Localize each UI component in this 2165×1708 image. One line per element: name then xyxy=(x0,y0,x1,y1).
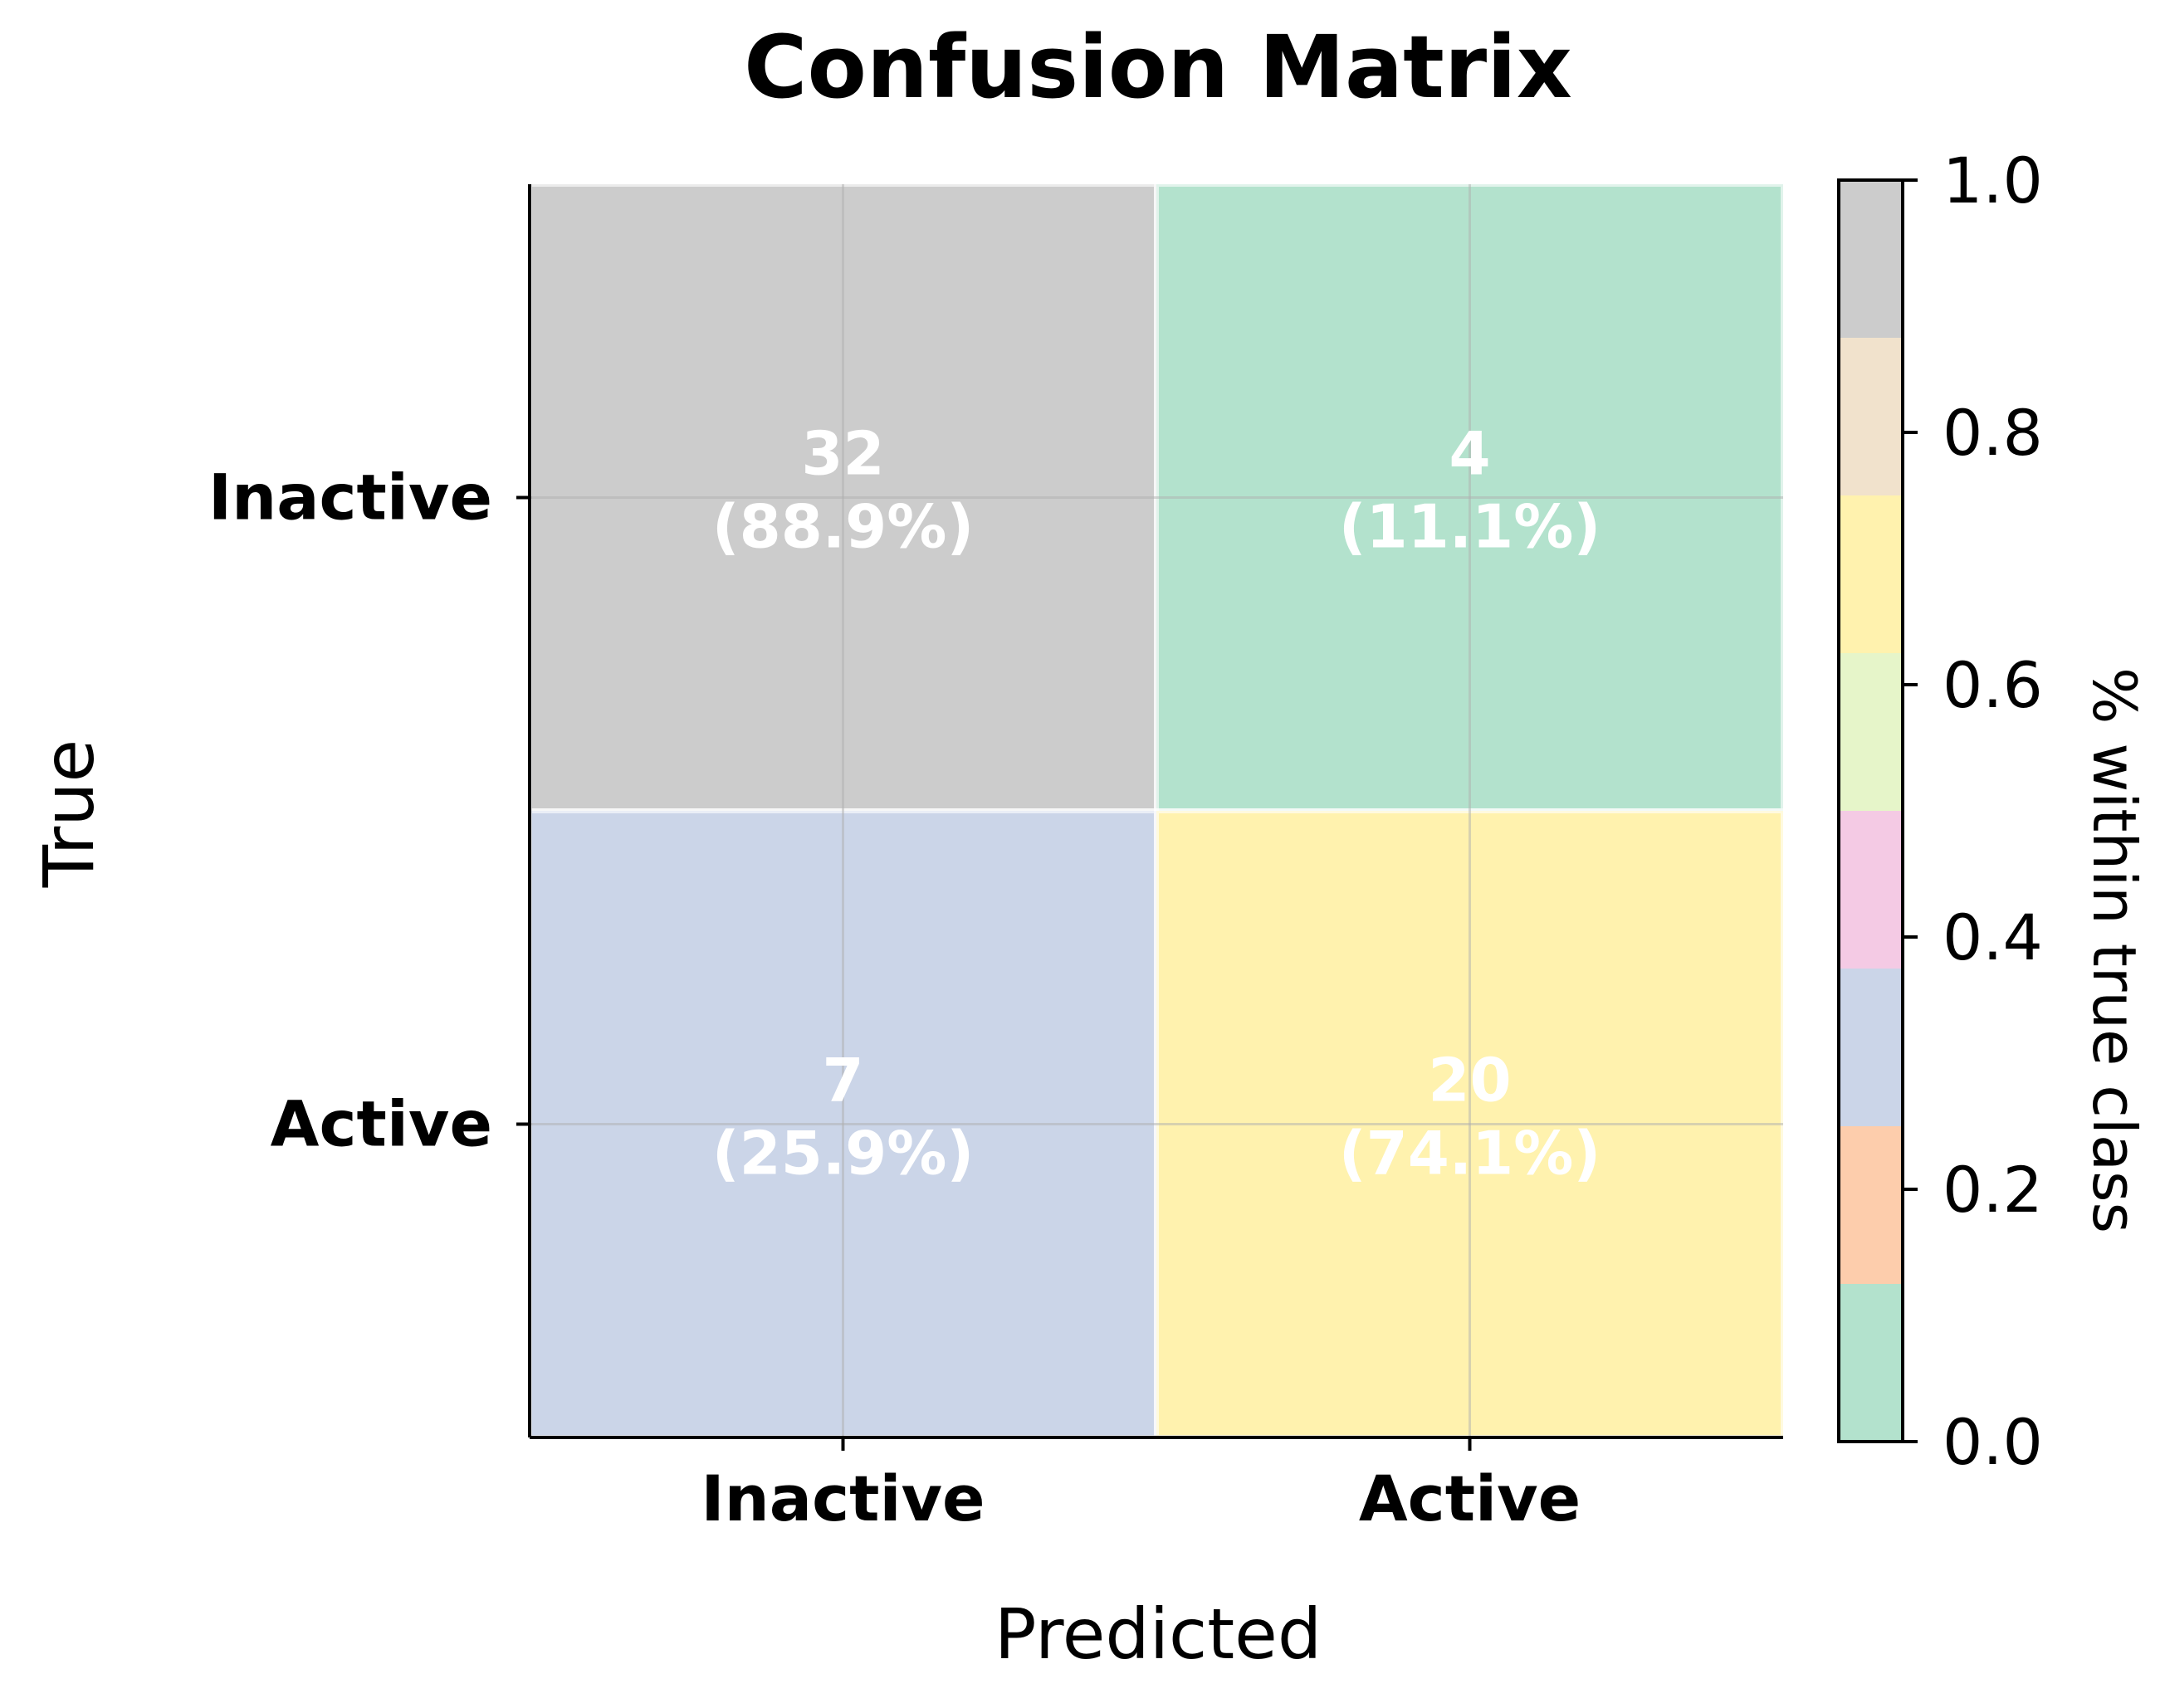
y-tick-label: Active xyxy=(271,1087,492,1161)
chart-title: Confusion Matrix xyxy=(744,17,1572,118)
colorbar: 0.0 0.2 0.4 0.6 0.8 1.0 xyxy=(1837,144,2043,1479)
colorbar-label: % within true class xyxy=(2079,667,2149,1233)
y-axis-label: True xyxy=(28,739,110,888)
axis-ticks: Inactive Active Inactive Active xyxy=(208,461,1581,1536)
colorbar-segment xyxy=(1839,1126,1903,1284)
colorbar-segment xyxy=(1839,338,1903,495)
cell-percent-label: (74.1%) xyxy=(1339,1119,1601,1188)
cell-percent-label: (25.9%) xyxy=(712,1119,975,1188)
colorbar-tick-label: 0.4 xyxy=(1943,900,2043,974)
colorbar-segment xyxy=(1839,1284,1903,1442)
colorbar-tick-label: 0.8 xyxy=(1943,396,2043,470)
colorbar-tick-label: 0.2 xyxy=(1943,1153,2043,1227)
cell-count-label: 20 xyxy=(1428,1046,1511,1115)
cell-labels: 32(88.9%) 4(11.1%) 7(25.9%) 20(74.1%) xyxy=(712,419,1601,1188)
cell-percent-label: (88.9%) xyxy=(712,492,975,562)
colorbar-segment xyxy=(1839,811,1903,969)
colorbar-frame xyxy=(1837,178,1904,1443)
grid-lines xyxy=(530,184,1783,1437)
cell-count-label: 7 xyxy=(822,1046,863,1115)
colorbar-segment xyxy=(1839,969,1903,1126)
colorbar-segment xyxy=(1839,495,1903,653)
heatmap-cells xyxy=(527,182,1786,1440)
cell-count-label: 4 xyxy=(1449,419,1490,489)
colorbar-tick-label: 1.0 xyxy=(1943,144,2043,217)
x-tick-label: Inactive xyxy=(701,1462,985,1535)
colorbar-tick-label: 0.0 xyxy=(1943,1405,2043,1479)
colorbar-segment xyxy=(1839,180,1903,338)
y-tick-label: Inactive xyxy=(208,461,492,534)
plot-axes xyxy=(528,184,1783,1439)
cell-percent-label: (11.1%) xyxy=(1339,492,1601,562)
x-axis-label: Predicted xyxy=(995,1593,1322,1675)
x-tick-label: Active xyxy=(1359,1462,1581,1535)
colorbar-segment xyxy=(1839,653,1903,811)
colorbar-tick-label: 0.6 xyxy=(1943,648,2043,722)
cell-count-label: 32 xyxy=(801,419,884,489)
